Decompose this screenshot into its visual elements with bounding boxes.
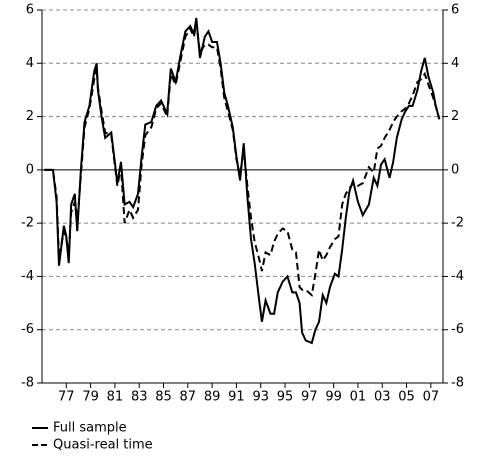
y-tick-label: -6	[21, 322, 34, 337]
y-tick-label: -8	[21, 376, 34, 391]
x-tick-label: 79	[82, 390, 99, 405]
x-tick-label: 97	[301, 390, 318, 405]
x-tick-label: 83	[131, 390, 148, 405]
legend-label: Full sample	[53, 421, 127, 436]
y2-tick-label: -8	[451, 376, 464, 391]
x-tick-label: 05	[398, 390, 415, 405]
y-tick-label: 4	[26, 56, 34, 71]
x-tick-label: 99	[325, 390, 342, 405]
x-tick-label: 89	[204, 390, 221, 405]
y2-tick-label: -6	[451, 322, 464, 337]
x-tick-label: 01	[350, 390, 367, 405]
x-tick-label: 95	[277, 390, 294, 405]
x-tick-label: 85	[155, 390, 172, 405]
y2-tick-label: -2	[451, 216, 464, 231]
y2-tick-label: 4	[451, 56, 459, 71]
y2-tick-label: 0	[451, 162, 459, 177]
series-line	[44, 17, 441, 345]
y-tick-label: -2	[21, 216, 34, 231]
x-tick-label: 81	[107, 390, 124, 405]
y2-tick-label: 6	[451, 3, 459, 18]
series-line	[44, 23, 441, 298]
y-tick-label: 2	[26, 109, 34, 124]
y-tick-label: 0	[26, 162, 34, 177]
x-tick-label: 87	[180, 390, 197, 405]
x-tick-label: 93	[252, 390, 269, 405]
y-tick-label: -4	[21, 269, 34, 284]
x-tick-label: 07	[423, 390, 440, 405]
x-tick-label: 91	[228, 390, 245, 405]
y2-tick-label: 2	[451, 109, 459, 124]
y2-tick-label: -4	[451, 269, 464, 284]
legend-label: Quasi-real time	[53, 438, 153, 453]
y-tick-label: 6	[26, 3, 34, 18]
x-tick-label: 77	[58, 390, 75, 405]
x-tick-label: 03	[374, 390, 391, 405]
